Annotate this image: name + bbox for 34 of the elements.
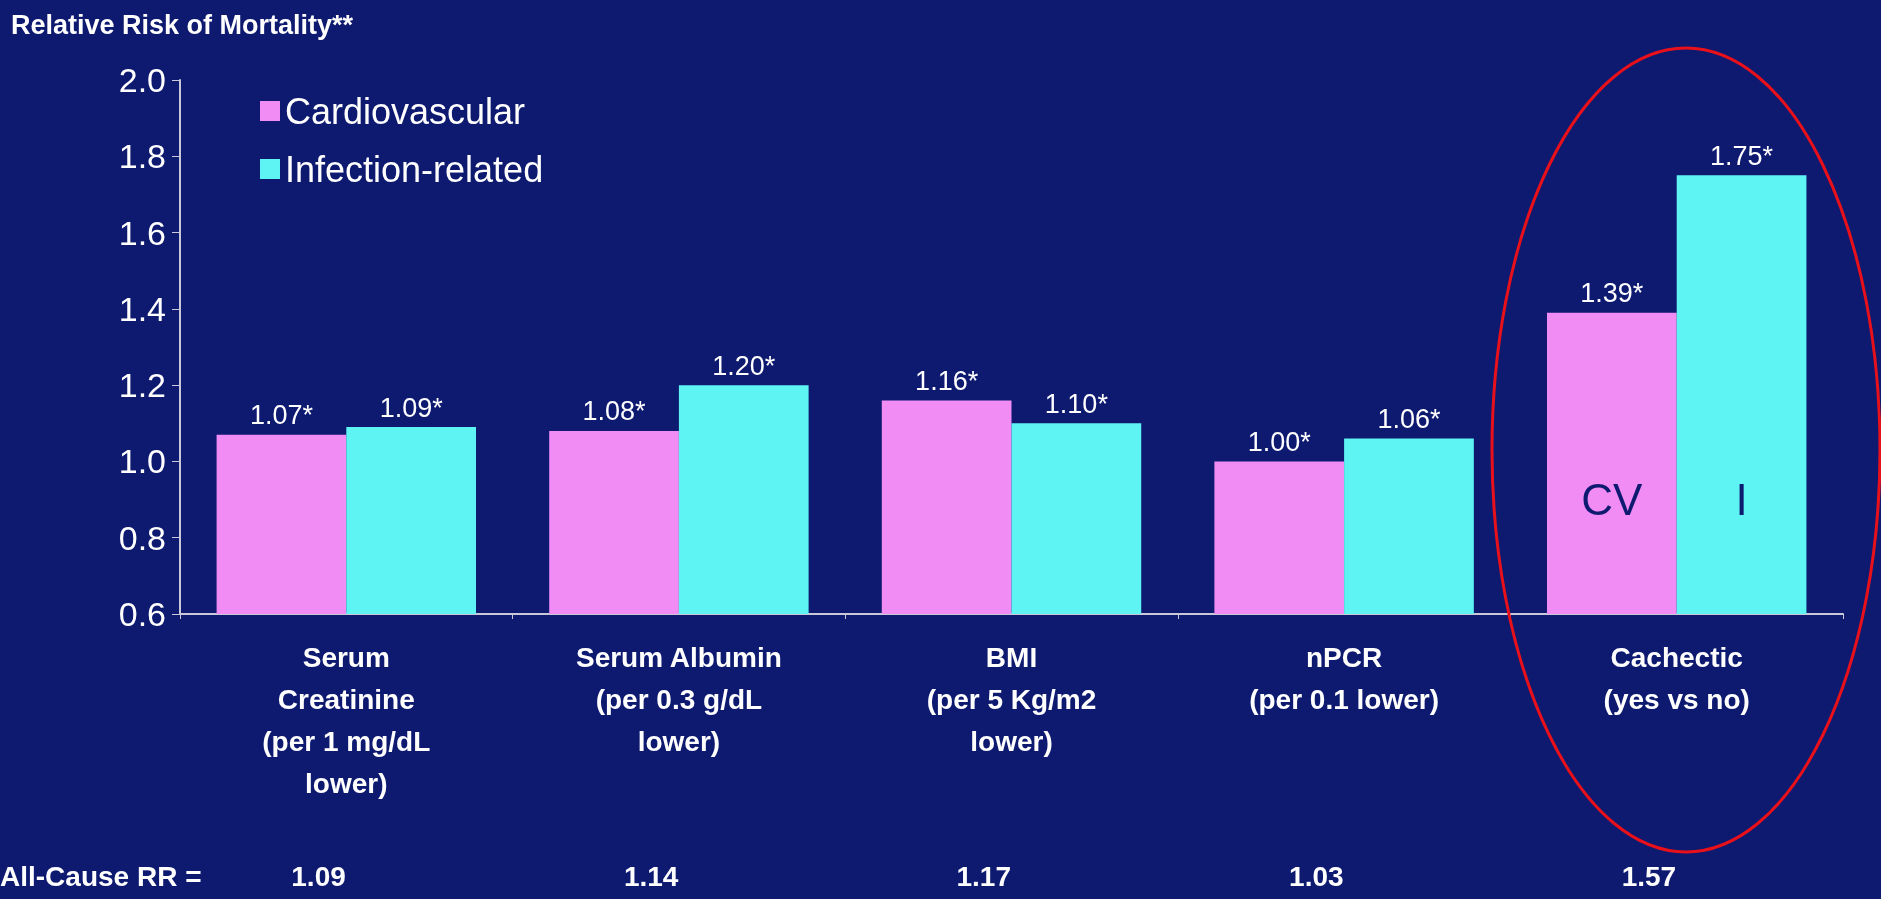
data-label: 1.06* [1377, 404, 1441, 435]
x-tick-label: Cachectic (yes vs no) [1603, 641, 1750, 715]
data-label: 1.08* [582, 396, 647, 427]
x-tick-label: Serum Albumin (per 0.3 g/dL lower) [575, 641, 782, 757]
y-tick-label: 0.8 [118, 518, 166, 557]
y-tick-label: 1.0 [118, 442, 166, 481]
y-tick-label: 1.6 [118, 213, 166, 252]
text: 1.17 [956, 860, 1011, 892]
legend-label: Infection-related [285, 148, 544, 190]
chart-title: Relative Risk of Mortality** [11, 9, 354, 40]
y-tick-label: 1.2 [118, 366, 166, 405]
text: 1.09 [291, 860, 346, 892]
y-tick-label: 1.4 [118, 289, 166, 328]
text: 1.03 [1289, 860, 1344, 892]
data-label: 1.75* [1710, 140, 1774, 171]
annotation: CV [1581, 475, 1644, 525]
data-label: 1.07* [249, 400, 314, 431]
y-tick-label: 1.8 [118, 137, 166, 176]
legend-label: Cardiovascular [285, 90, 526, 132]
data-label: 1.10* [1044, 388, 1109, 419]
x-tick-label: nPCR (per 0.1 lower) [1249, 641, 1440, 715]
data-label: 1.09* [379, 392, 444, 423]
text: All-Cause RR = [0, 860, 202, 892]
data-label: 1.39* [1580, 278, 1644, 309]
text: 1.57 [1621, 860, 1677, 892]
y-tick-label: 0.6 [118, 595, 166, 633]
data-label: 1.20* [712, 350, 776, 381]
data-label: 1.00* [1247, 426, 1312, 457]
annotation: I [1735, 475, 1748, 525]
data-label: 1.16* [915, 365, 979, 396]
y-tick-label: 2.0 [118, 61, 166, 99]
x-tick-label: BMI (per 5 Kg/m2 lower) [926, 641, 1097, 757]
x-tick-label: Serum Creatinine (per 1 mg/dL lower) [262, 641, 431, 799]
text: 1.14 [623, 860, 679, 892]
